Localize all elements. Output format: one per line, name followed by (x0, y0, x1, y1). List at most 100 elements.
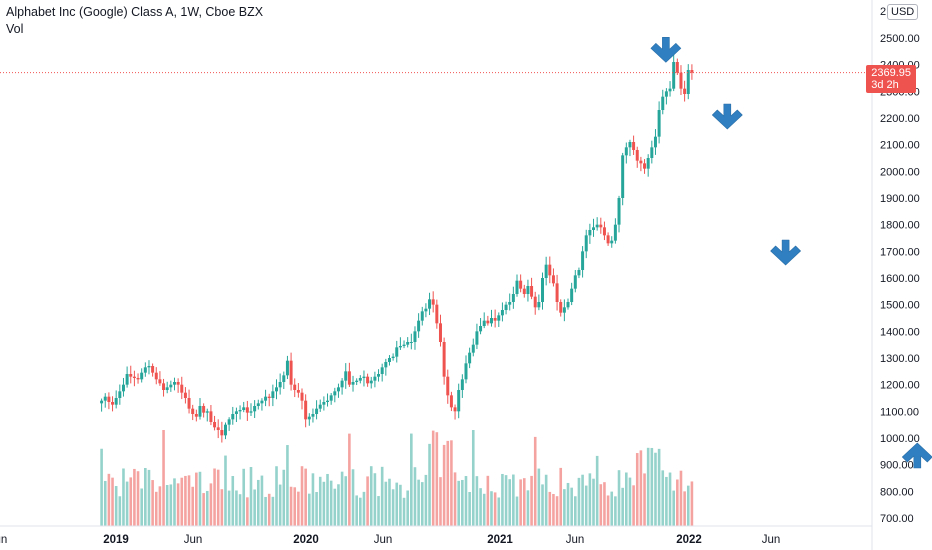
candle-body (632, 142, 636, 151)
volume-bar (457, 480, 460, 526)
volume-bar (253, 489, 256, 526)
candle-body (187, 398, 191, 409)
candle-body (562, 307, 566, 313)
candle-body (417, 320, 421, 332)
volume-bar (391, 489, 395, 526)
volume-bar (151, 480, 154, 526)
candle-body (621, 155, 625, 199)
volume-bar (504, 475, 508, 526)
candle-body (442, 342, 446, 377)
candle-body (143, 367, 147, 373)
candle-body (413, 331, 417, 343)
arrow-down-icon[interactable] (650, 37, 682, 63)
candle-body (238, 410, 242, 412)
candle-body (169, 384, 173, 388)
price-tick-label: 1800.00 (880, 220, 920, 232)
volume-bar (519, 479, 522, 526)
candle-body (384, 362, 388, 368)
candle-body (577, 270, 581, 276)
time-axis[interactable]: Jun 2019 Jun 2020 Jun 2021 Jun 2022 Jun (0, 534, 780, 546)
time-tick-label: Jun (762, 534, 781, 546)
volume-bar (501, 473, 504, 526)
time-tick-label: Jun (184, 534, 203, 546)
price-tick-label: 1100.00 (880, 406, 919, 418)
volume-label: Vol (6, 22, 24, 36)
volume-bar (300, 466, 304, 526)
volume-bar (198, 471, 202, 526)
volume-bar (154, 491, 158, 526)
currency-badge[interactable]: USD (887, 4, 919, 20)
candle-body (162, 383, 166, 391)
volume-bar (606, 495, 610, 526)
volume-bar (362, 491, 366, 526)
symbol-title[interactable]: Alphabet Inc (Google) Class A, 1W, Cboe … (6, 5, 264, 19)
volume-bar (220, 489, 224, 526)
volume-bar (566, 482, 570, 526)
candle-body (475, 331, 479, 345)
price-tick-label: 1900.00 (880, 193, 920, 205)
volume-bar (592, 478, 595, 526)
candle-body (220, 430, 224, 436)
volume-bar (395, 482, 399, 526)
candle-body (555, 283, 559, 303)
volume-bar (184, 475, 187, 526)
volume-bar (147, 469, 151, 526)
volume-bar (129, 477, 133, 526)
candle-body (129, 374, 133, 377)
candle-body (544, 264, 548, 279)
volume-bar (315, 492, 318, 526)
candle-body (293, 384, 297, 391)
candle-body (653, 136, 657, 148)
candle-body (256, 403, 260, 407)
volume-bar (224, 455, 227, 526)
price-tick-label: 2500.00 (880, 33, 920, 45)
candle-body (296, 390, 300, 393)
candle-body (668, 88, 672, 92)
candle-body (125, 374, 129, 385)
candle-body (661, 96, 665, 111)
volume-bar (406, 490, 409, 526)
volume-bar (297, 491, 300, 526)
volume-bar (326, 473, 329, 526)
candle-body (566, 302, 570, 308)
volume-bar (632, 485, 635, 526)
volume-bar (639, 450, 643, 526)
volume-bars (100, 430, 694, 526)
candle-body (610, 240, 614, 244)
volume-bar (333, 488, 337, 526)
arrow-down-icon[interactable] (712, 103, 743, 130)
annotation-arrows (650, 37, 932, 469)
candle-body (151, 366, 155, 373)
last-price-value: 2369.95 (871, 67, 911, 79)
candle-body (271, 391, 275, 399)
arrow-down-icon[interactable] (770, 239, 801, 266)
arrow-up-icon[interactable] (902, 442, 932, 469)
volume-bar (340, 471, 344, 526)
candle-body (402, 344, 406, 347)
volume-bar (209, 483, 213, 526)
candle-body (329, 395, 333, 401)
volume-bar (165, 485, 169, 526)
price-tick-label: 1600.00 (880, 273, 920, 285)
candle-body (132, 376, 136, 379)
volume-bar (563, 489, 566, 526)
candle-body (304, 400, 308, 420)
price-tick-label: 1500.00 (880, 300, 920, 312)
volume-bar (304, 468, 307, 526)
candle-body (508, 302, 512, 305)
volume-bar (286, 445, 289, 526)
candle-body (267, 396, 271, 399)
candle-body (344, 371, 348, 381)
candle-body (573, 275, 577, 289)
candle-body (435, 304, 439, 324)
candle-body (628, 142, 632, 148)
volume-bar (410, 433, 413, 526)
volume-bar (107, 473, 111, 526)
volume-bar (646, 447, 650, 526)
price-tick-label: 700.00 (880, 513, 914, 525)
volume-bar (187, 475, 191, 526)
candle-body (624, 147, 628, 156)
candle-body (672, 62, 676, 89)
volume-bar (311, 473, 315, 526)
